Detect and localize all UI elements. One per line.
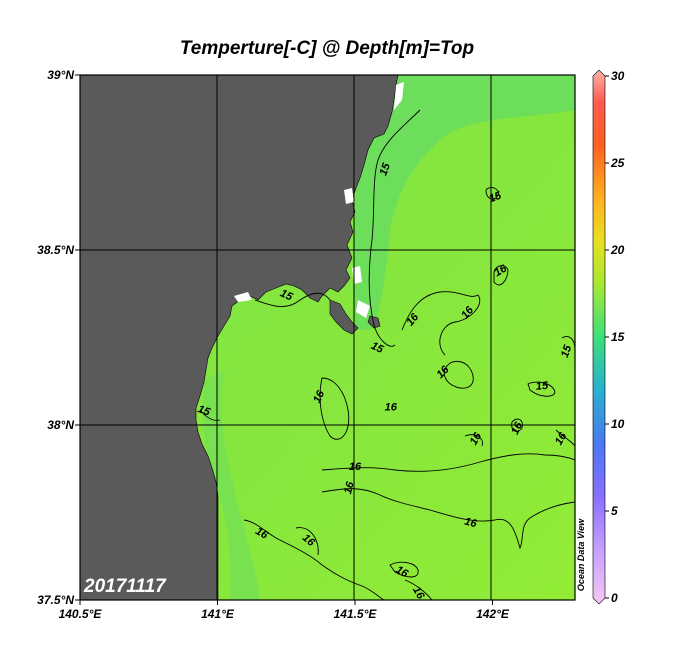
contour-label: 16 bbox=[410, 585, 427, 602]
colorbar-ramp bbox=[592, 69, 606, 605]
ocean-data-view-watermark: Ocean Data View bbox=[576, 518, 586, 591]
colorbar: 0 5 10 15 20 25 30 bbox=[592, 69, 625, 605]
contour-label: 16 bbox=[509, 420, 525, 437]
contour-label: 15 bbox=[377, 161, 393, 177]
map-title: Temperture[-C] @ Depth[m]=Top bbox=[180, 38, 474, 59]
colorbar-tick-label: 0 bbox=[611, 591, 618, 605]
colorbar-tick-label: 30 bbox=[611, 69, 625, 83]
contour-label: 15 bbox=[535, 380, 549, 393]
colorbar-ticks: 0 5 10 15 20 25 30 bbox=[605, 69, 625, 605]
date-label: 20171117 bbox=[83, 576, 167, 597]
colorbar-tick-label: 15 bbox=[611, 330, 625, 344]
graticule bbox=[80, 75, 575, 600]
colorbar-tick-label: 10 bbox=[611, 417, 625, 431]
x-tick-label: 142°E bbox=[476, 607, 510, 621]
cool-water-patch bbox=[352, 75, 575, 330]
colorbar-tick-label: 25 bbox=[610, 156, 625, 170]
nodata-patch-2 bbox=[344, 188, 354, 204]
contour-label: 15 bbox=[196, 403, 212, 419]
land-islet bbox=[367, 315, 381, 329]
colorbar-tick-label: 20 bbox=[610, 243, 625, 257]
contour-lines bbox=[199, 109, 575, 600]
contour-label: 15 bbox=[487, 189, 503, 205]
x-tick-label: 140.5°E bbox=[59, 607, 103, 621]
nodata-patch bbox=[394, 82, 404, 110]
colorbar-tick-label: 5 bbox=[611, 504, 618, 518]
x-tick-label: 141.5°E bbox=[334, 607, 378, 621]
nodata-patch-4 bbox=[234, 292, 252, 302]
land-mass bbox=[80, 75, 399, 600]
land-peninsula bbox=[329, 299, 359, 335]
y-tick-label: 37.5°N bbox=[37, 593, 74, 607]
y-axis-ticks: 37.5°N 38°N 38.5°N 39°N bbox=[37, 68, 80, 607]
y-tick-label: 38.5°N bbox=[37, 243, 74, 257]
contour-label: 16 bbox=[311, 388, 327, 405]
contour-label: 15 bbox=[278, 287, 295, 303]
x-axis-ticks: 140.5°E 141°E 141.5°E 142°E bbox=[59, 600, 510, 621]
contour-label: 15 bbox=[369, 340, 386, 356]
y-tick-label: 38°N bbox=[47, 418, 74, 432]
contour-label: 16 bbox=[463, 516, 479, 531]
contour-label: 15 bbox=[559, 343, 575, 359]
nodata-patch-5 bbox=[356, 300, 370, 318]
contour-label: 16 bbox=[342, 480, 357, 496]
plot-frame bbox=[79, 74, 576, 601]
x-tick-label: 141°E bbox=[201, 607, 235, 621]
y-tick-label: 39°N bbox=[47, 68, 74, 82]
contour-label: 16 bbox=[349, 461, 362, 473]
contour-label: 16 bbox=[385, 401, 398, 413]
